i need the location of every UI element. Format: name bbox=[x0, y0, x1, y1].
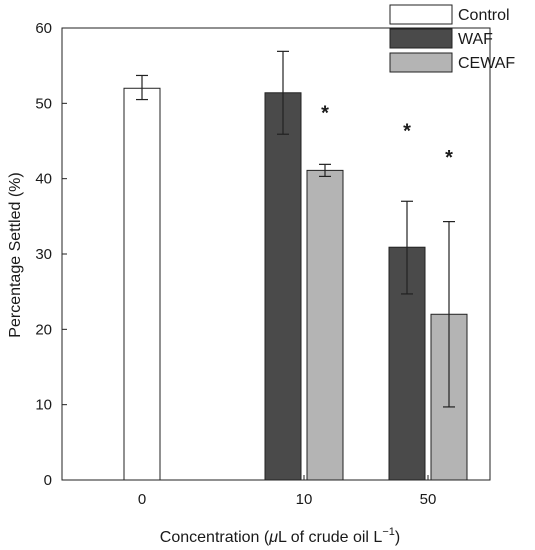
y-tick-label: 60 bbox=[35, 20, 52, 37]
significance-markers: * * * bbox=[321, 102, 453, 168]
legend-swatch-cewaf bbox=[389, 52, 453, 73]
bar-control-0 bbox=[123, 87, 161, 481]
legend-label-cewaf: CEWAF bbox=[458, 55, 515, 72]
error-bars bbox=[136, 50, 455, 408]
x-tick-label: 0 bbox=[138, 491, 146, 508]
x-axis-label: Concentration (μL of crude oil L−1) bbox=[160, 526, 400, 546]
legend-swatch-waf bbox=[389, 28, 453, 49]
y-tick-label: 20 bbox=[35, 321, 52, 338]
y-axis-ticks: 0 10 20 30 40 50 60 bbox=[35, 20, 67, 489]
legend-label-control: Control bbox=[458, 7, 510, 24]
significance-star: * bbox=[321, 102, 329, 124]
legend-swatch-control bbox=[389, 4, 453, 25]
significance-star: * bbox=[403, 120, 411, 142]
legend-label-waf: WAF bbox=[458, 31, 493, 48]
significance-star: * bbox=[445, 147, 453, 169]
bar-cewaf-10 bbox=[306, 169, 344, 481]
x-tick-label: 50 bbox=[420, 491, 437, 508]
y-tick-label: 0 bbox=[44, 472, 52, 489]
y-tick-label: 40 bbox=[35, 171, 52, 188]
x-axis-ticks: 0 10 50 bbox=[138, 475, 437, 508]
y-tick-label: 30 bbox=[35, 246, 52, 263]
y-axis-label: Percentage Settled (%) bbox=[7, 172, 24, 337]
y-tick-label: 50 bbox=[35, 95, 52, 112]
bars bbox=[123, 87, 468, 481]
legend: Control WAF CEWAF bbox=[389, 4, 515, 73]
y-tick-label: 10 bbox=[35, 397, 52, 414]
bar-waf-10 bbox=[264, 92, 302, 481]
x-tick-label: 10 bbox=[296, 491, 313, 508]
